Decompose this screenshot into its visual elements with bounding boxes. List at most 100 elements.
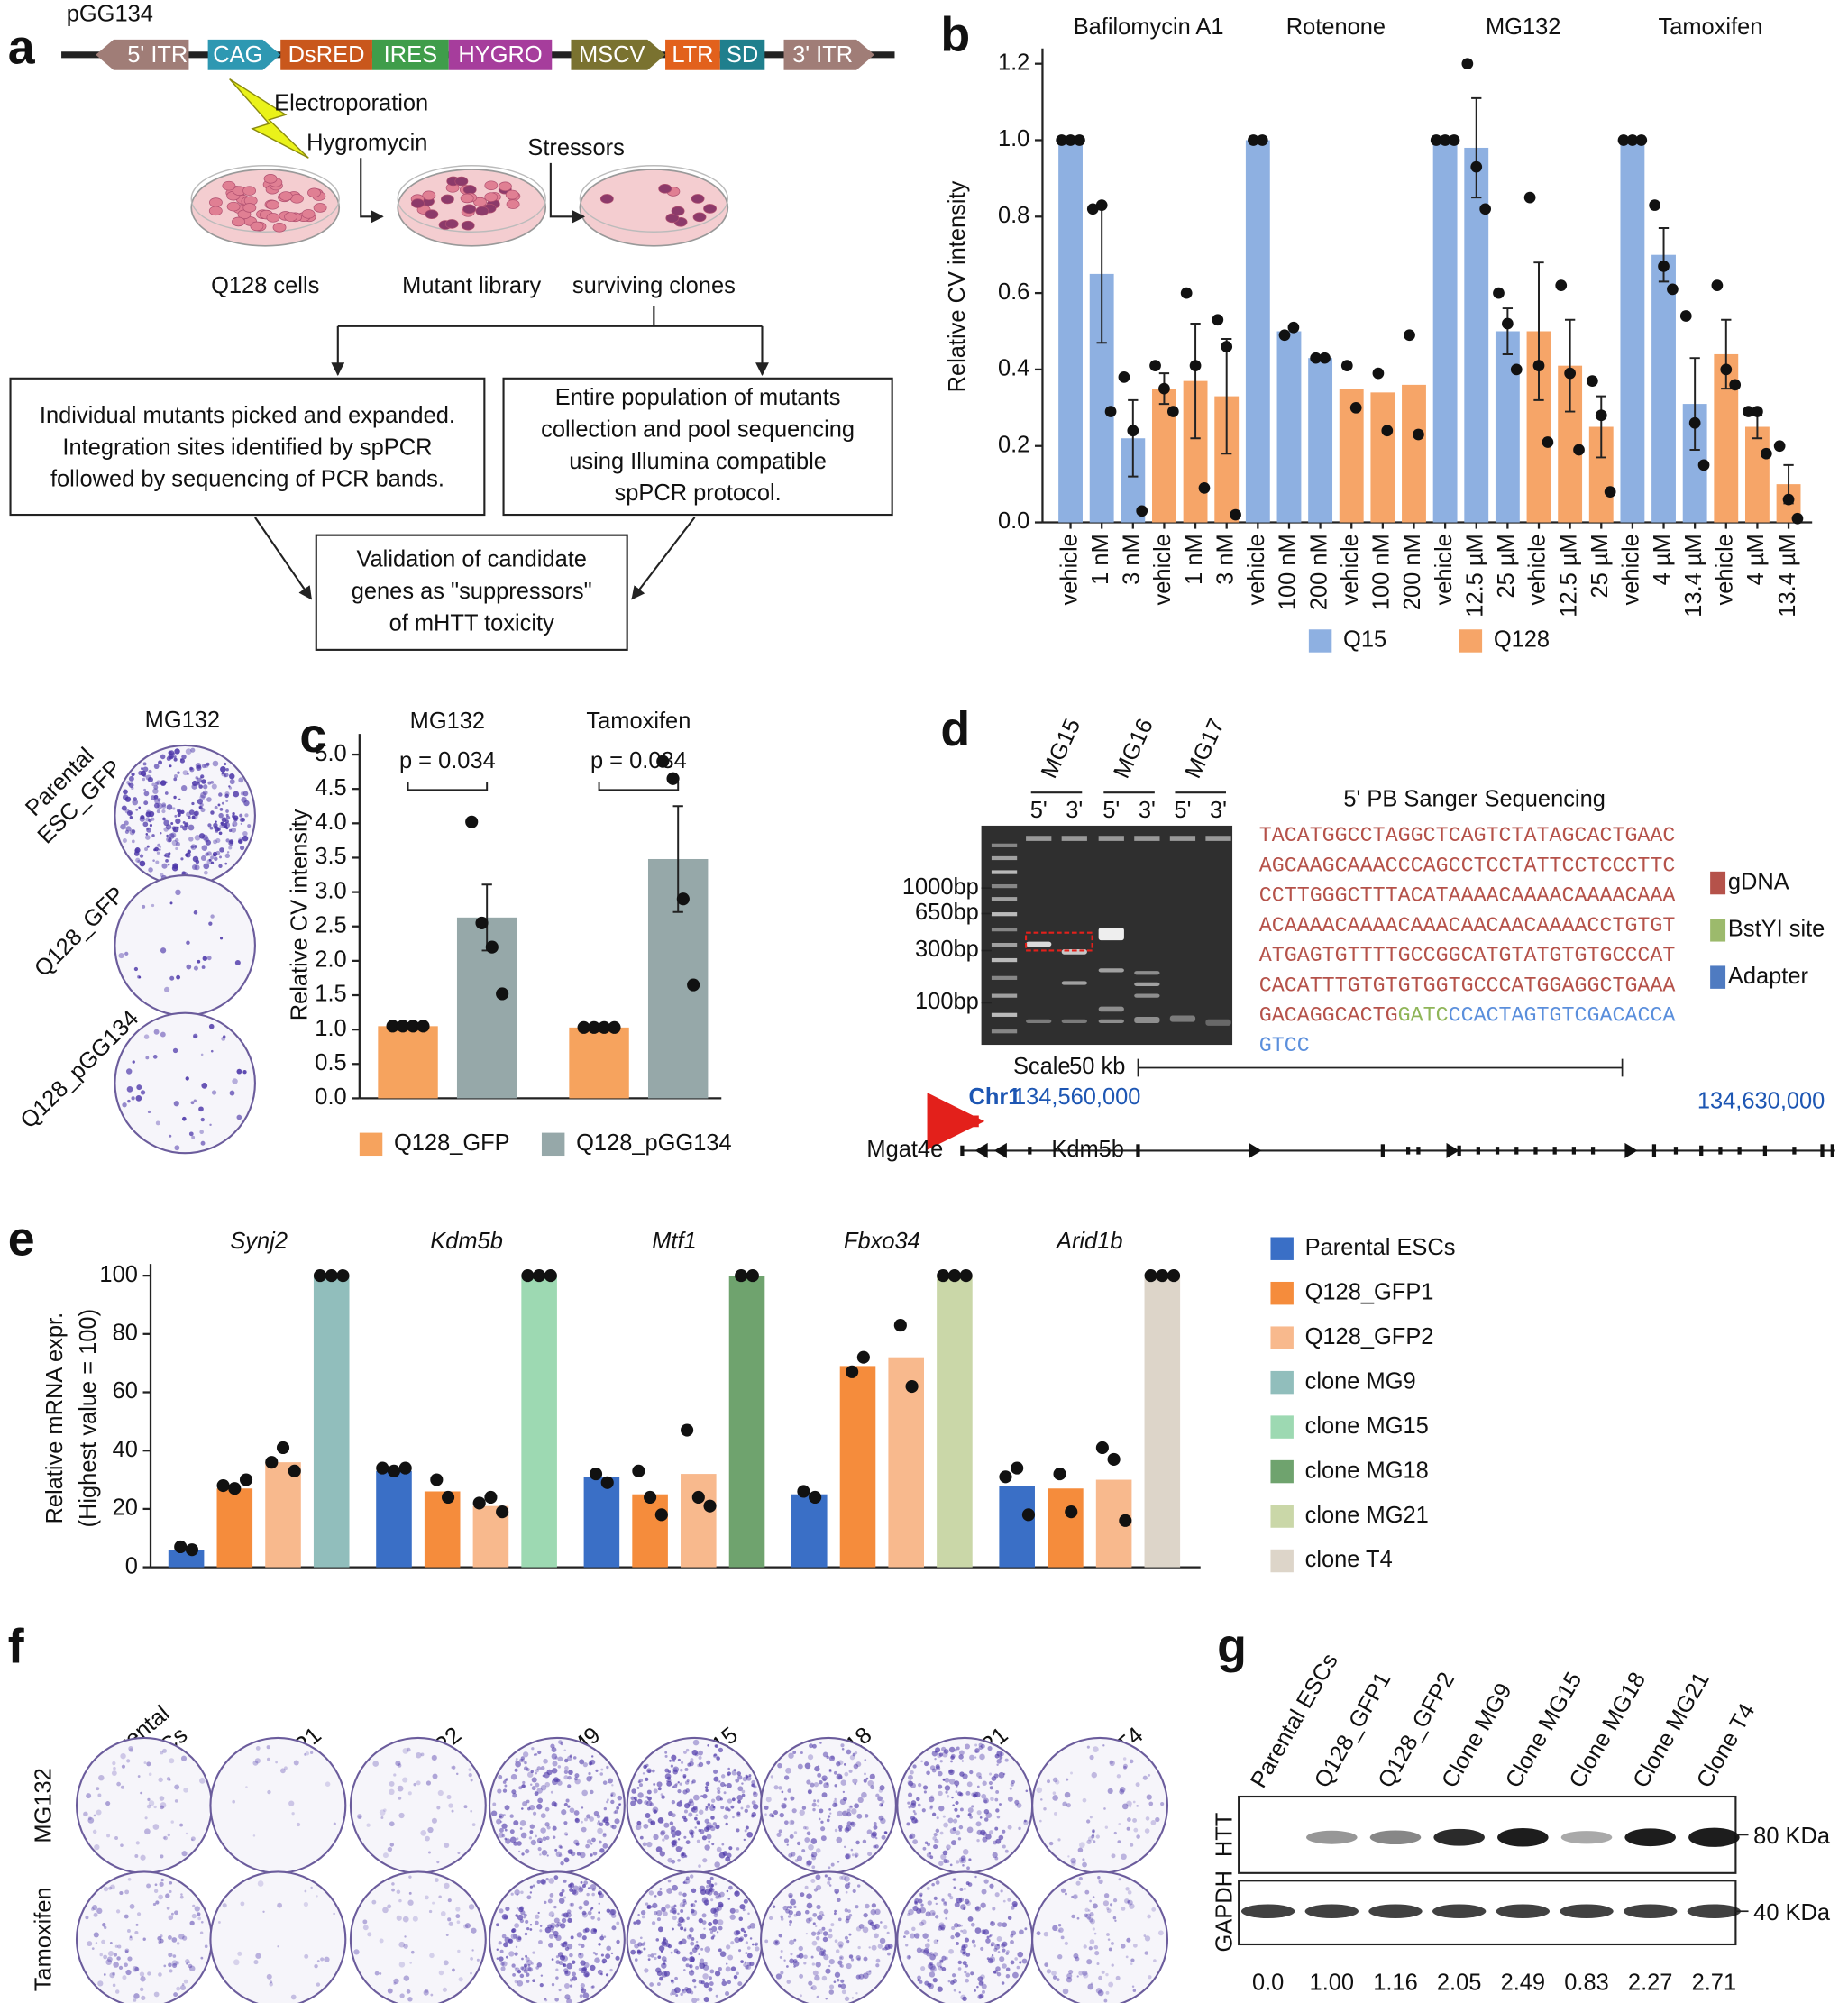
colony [144, 835, 151, 840]
colony [828, 1769, 832, 1771]
colony [191, 780, 197, 786]
colony [1109, 1760, 1114, 1765]
colony [242, 835, 249, 842]
colony [917, 1975, 922, 1980]
colony [960, 1924, 963, 1927]
colony [997, 1922, 1002, 1927]
colony [470, 1809, 473, 1813]
colony [438, 1970, 444, 1976]
colony [962, 1849, 969, 1855]
colony [457, 1949, 461, 1953]
colony [630, 1800, 636, 1806]
colony [279, 1768, 286, 1774]
colony [185, 1832, 188, 1835]
colony [839, 1964, 842, 1968]
colony [1052, 1777, 1058, 1783]
quantification: 1.16 [1373, 1971, 1418, 1996]
data-point [1310, 352, 1322, 364]
colony [434, 1878, 439, 1882]
colony [906, 1822, 910, 1826]
colony [502, 1780, 507, 1784]
colony [686, 1916, 690, 1921]
colony [525, 1954, 528, 1958]
colony [727, 1773, 730, 1777]
plate [114, 1011, 256, 1155]
colony [950, 1760, 953, 1763]
colony [146, 845, 150, 848]
colony [826, 1782, 829, 1786]
colony [983, 1817, 989, 1822]
gel-band [1169, 1015, 1196, 1022]
x-tick-label: 12.5 µM [1462, 534, 1487, 617]
colony [973, 1944, 976, 1948]
gel-band [1026, 1019, 1052, 1024]
colony [980, 1902, 986, 1908]
colony [200, 1920, 204, 1924]
colony [793, 1831, 798, 1834]
colony [557, 1765, 562, 1769]
colony [463, 1805, 468, 1809]
gapdh-band [1432, 1904, 1487, 1919]
colony [922, 1949, 929, 1955]
colony [599, 1822, 604, 1827]
panel-letter: e [8, 1212, 35, 1266]
colony [1094, 1950, 1100, 1956]
bar [839, 1366, 876, 1568]
colony [944, 1777, 950, 1783]
colony [517, 1970, 522, 1974]
colony [505, 1906, 510, 1912]
gel-band [1134, 982, 1160, 987]
colony [995, 1790, 1000, 1794]
colony [190, 1101, 195, 1105]
colony [519, 1918, 525, 1924]
colony [176, 974, 181, 980]
colony [669, 1821, 674, 1825]
colony [713, 1753, 718, 1757]
colony [999, 1755, 1003, 1760]
colony [503, 1915, 508, 1920]
colony [559, 1892, 563, 1897]
colony [516, 1837, 519, 1841]
colony [1083, 1944, 1087, 1949]
colony [587, 1887, 590, 1889]
colony [511, 1789, 517, 1795]
colony [197, 959, 201, 964]
colony [431, 1754, 437, 1761]
colony [131, 786, 134, 791]
colony [551, 1958, 554, 1961]
colony [711, 1925, 718, 1932]
colony [139, 1791, 142, 1795]
colony [502, 1788, 508, 1793]
colony [982, 1831, 987, 1836]
colony [679, 1782, 682, 1786]
colony [193, 810, 198, 817]
colony [923, 1947, 929, 1953]
colony [709, 1969, 715, 1974]
colony [914, 1898, 919, 1904]
colony [546, 1854, 549, 1857]
colony [684, 1767, 689, 1771]
colony [996, 1971, 1002, 1977]
colony [212, 760, 219, 767]
cell [301, 209, 316, 219]
significance-bracket [598, 782, 680, 791]
colony [171, 839, 178, 846]
quantification: 1.00 [1310, 1971, 1355, 1996]
colony [499, 1908, 504, 1914]
colony [389, 1788, 395, 1796]
exon [1136, 1144, 1140, 1157]
exon [1495, 1147, 1500, 1155]
colony [225, 813, 229, 817]
colony [555, 1968, 559, 1971]
colony [568, 1849, 574, 1854]
data-point [1180, 287, 1193, 299]
colony [776, 1832, 782, 1837]
colony [528, 1836, 533, 1840]
legend-swatch [1270, 1326, 1294, 1349]
data-point [1104, 406, 1117, 417]
colony [664, 1773, 672, 1779]
colony [157, 843, 161, 847]
colony [844, 1771, 849, 1777]
colony [436, 1806, 441, 1810]
data-point [598, 1020, 611, 1034]
